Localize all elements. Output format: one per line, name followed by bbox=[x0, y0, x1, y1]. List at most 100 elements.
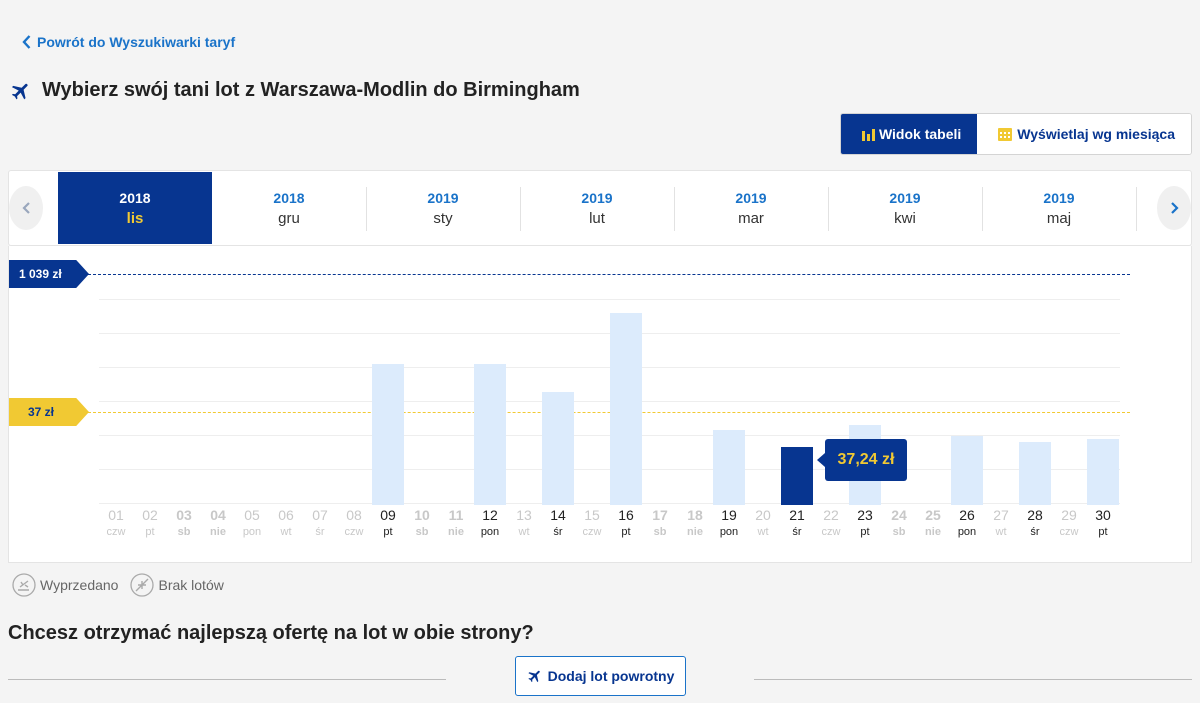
divider bbox=[674, 187, 675, 231]
legend-no-flights: Brak lotów bbox=[130, 573, 224, 597]
day-number: 05 bbox=[244, 507, 260, 523]
grid-line bbox=[99, 469, 1120, 470]
bar-chart-icon bbox=[861, 129, 875, 141]
month-view-button[interactable]: Wyświetlaj wg miesiąca bbox=[977, 114, 1191, 154]
day-weekday: czw bbox=[106, 526, 126, 538]
day-number: 12 bbox=[482, 507, 498, 523]
month-tab-year: 2019 bbox=[889, 189, 921, 206]
fare-bar[interactable] bbox=[372, 364, 404, 505]
divider bbox=[982, 187, 983, 231]
day-label: 15 czw bbox=[575, 507, 609, 539]
day-number: 29 bbox=[1061, 507, 1077, 523]
chevron-left-icon bbox=[22, 35, 31, 49]
day-weekday: śr bbox=[315, 526, 325, 538]
grid-line bbox=[99, 367, 1120, 368]
day-weekday: pon bbox=[480, 526, 500, 538]
day-number: 30 bbox=[1095, 507, 1111, 523]
day-label: 03 sb bbox=[167, 507, 201, 539]
day-label: 08 czw bbox=[337, 507, 371, 539]
grid-line bbox=[99, 299, 1120, 300]
month-tab-year: 2018 bbox=[273, 189, 305, 206]
day-weekday: pt bbox=[860, 526, 870, 538]
grid-line bbox=[99, 333, 1120, 334]
previous-months-button[interactable] bbox=[9, 186, 43, 230]
day-label: 24 sb bbox=[882, 507, 916, 539]
day-weekday: nie bbox=[687, 526, 703, 538]
day-label: 05 pon bbox=[235, 507, 269, 539]
divider bbox=[8, 679, 446, 680]
day-label: 17 sb bbox=[643, 507, 677, 539]
legend: Wyprzedano Brak lotów bbox=[12, 573, 224, 597]
month-tab[interactable]: 2019 mar bbox=[674, 172, 828, 244]
day-number: 19 bbox=[721, 507, 737, 523]
legend-sold-out-label: Wyprzedano bbox=[40, 577, 119, 593]
day-label[interactable]: 09 pt bbox=[371, 507, 405, 539]
day-weekday: czw bbox=[582, 526, 602, 538]
day-label: 25 nie bbox=[916, 507, 950, 539]
grid-line bbox=[99, 435, 1120, 436]
day-label[interactable]: 21 śr bbox=[780, 507, 814, 539]
day-number: 27 bbox=[993, 507, 1009, 523]
divider bbox=[366, 187, 367, 231]
add-return-flight-label: Dodaj lot powrotny bbox=[547, 668, 675, 684]
day-label[interactable]: 23 pt bbox=[848, 507, 882, 539]
month-tab-month: lis bbox=[126, 209, 144, 227]
day-label: 11 nie bbox=[439, 507, 473, 539]
day-weekday: wt bbox=[518, 526, 530, 538]
fare-bar[interactable] bbox=[610, 313, 642, 505]
day-label: 27 wt bbox=[984, 507, 1018, 539]
month-tab[interactable]: 2019 kwi bbox=[828, 172, 982, 244]
back-link-label: Powrót do Wyszukiwarki taryf bbox=[37, 34, 236, 50]
day-label: 02 pt bbox=[133, 507, 167, 539]
day-label[interactable]: 12 pon bbox=[473, 507, 507, 539]
view-toggle: Widok tabeli Wyświetlaj wg miesiąca bbox=[839, 113, 1192, 155]
day-weekday: pt bbox=[621, 526, 631, 538]
day-label[interactable]: 30 pt bbox=[1086, 507, 1120, 539]
day-label: 06 wt bbox=[269, 507, 303, 539]
fare-bar[interactable] bbox=[1019, 442, 1051, 505]
fare-bar[interactable] bbox=[713, 430, 745, 505]
day-weekday: wt bbox=[995, 526, 1007, 538]
fare-bar[interactable] bbox=[474, 364, 506, 505]
add-return-flight-button[interactable]: Dodaj lot powrotny bbox=[515, 656, 686, 696]
day-label[interactable]: 28 śr bbox=[1018, 507, 1052, 539]
month-tab[interactable]: 2019 sty bbox=[366, 172, 520, 244]
month-tab-year: 2019 bbox=[735, 189, 767, 206]
month-tab-year: 2019 bbox=[1043, 189, 1075, 206]
month-tab[interactable]: 2019 maj bbox=[982, 172, 1136, 244]
day-number: 20 bbox=[755, 507, 771, 523]
fare-bar[interactable] bbox=[542, 392, 574, 505]
day-label: 10 sb bbox=[405, 507, 439, 539]
no-flights-icon bbox=[130, 573, 155, 597]
plane-icon bbox=[528, 670, 540, 683]
table-view-button[interactable]: Widok tabeli bbox=[840, 114, 978, 154]
day-label[interactable]: 16 pt bbox=[609, 507, 643, 539]
day-weekday: sb bbox=[892, 526, 906, 538]
month-tab-month: lut bbox=[589, 209, 605, 227]
day-weekday: czw bbox=[1059, 526, 1079, 538]
day-weekday: czw bbox=[344, 526, 364, 538]
grid-line bbox=[99, 503, 1120, 504]
month-tab[interactable]: 2018 lis bbox=[58, 172, 212, 244]
day-number: 11 bbox=[448, 507, 464, 523]
fare-bar[interactable] bbox=[951, 436, 983, 505]
fare-bar[interactable] bbox=[781, 447, 813, 505]
day-label[interactable]: 26 pon bbox=[950, 507, 984, 539]
day-number: 06 bbox=[278, 507, 294, 523]
day-label[interactable]: 19 pon bbox=[712, 507, 746, 539]
divider bbox=[520, 187, 521, 231]
month-tab[interactable]: 2019 lut bbox=[520, 172, 674, 244]
month-tab-year: 2019 bbox=[427, 189, 459, 206]
calendar-icon bbox=[998, 128, 1013, 141]
month-selector: 2018 lis 2018 gru 2019 sty 2019 lut 2019… bbox=[8, 170, 1192, 246]
day-weekday: nie bbox=[925, 526, 941, 538]
day-weekday: sb bbox=[653, 526, 667, 538]
fare-bar[interactable] bbox=[1087, 439, 1119, 505]
month-tab[interactable]: 2018 gru bbox=[212, 172, 366, 244]
day-number: 24 bbox=[891, 507, 907, 523]
next-months-button[interactable] bbox=[1157, 186, 1191, 230]
day-number: 17 bbox=[652, 507, 668, 523]
day-label[interactable]: 14 śr bbox=[541, 507, 575, 539]
day-number: 01 bbox=[108, 507, 124, 523]
back-to-fare-finder-link[interactable]: Powrót do Wyszukiwarki taryf bbox=[22, 34, 235, 50]
